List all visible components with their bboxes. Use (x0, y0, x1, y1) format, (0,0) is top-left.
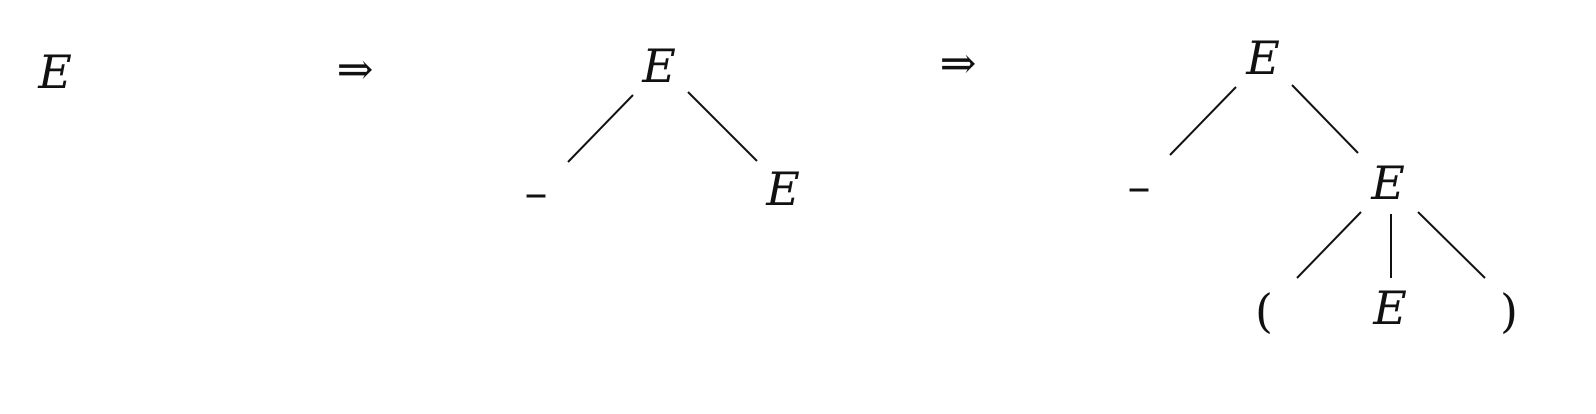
edge-tree2-root-to-minus (567, 94, 634, 163)
step3-child-e: E (1371, 156, 1405, 210)
step3-grandchild-rparen: ) (1500, 284, 1518, 338)
edge-tree3-e-to-rparen (1417, 211, 1486, 279)
step3-grandchild-lparen: ( (1255, 284, 1273, 338)
edge-tree3-root-to-e (1291, 84, 1359, 154)
derives-arrow-1: ⇒ (336, 44, 374, 95)
step3-child-minus: – (1127, 159, 1151, 213)
step3-grandchild-e: E (1373, 281, 1407, 335)
step3-root-e: E (1246, 31, 1280, 85)
step2-child-e: E (766, 162, 800, 216)
step2-child-minus: – (524, 165, 548, 219)
step2-root-e: E (642, 39, 676, 93)
edge-tree3-root-to-minus (1169, 86, 1237, 156)
edge-tree2-root-to-e (687, 91, 758, 162)
edge-tree3-e-to-lparen (1296, 211, 1362, 279)
step1-root-e: E (38, 45, 72, 99)
derives-arrow-2: ⇒ (939, 38, 977, 89)
